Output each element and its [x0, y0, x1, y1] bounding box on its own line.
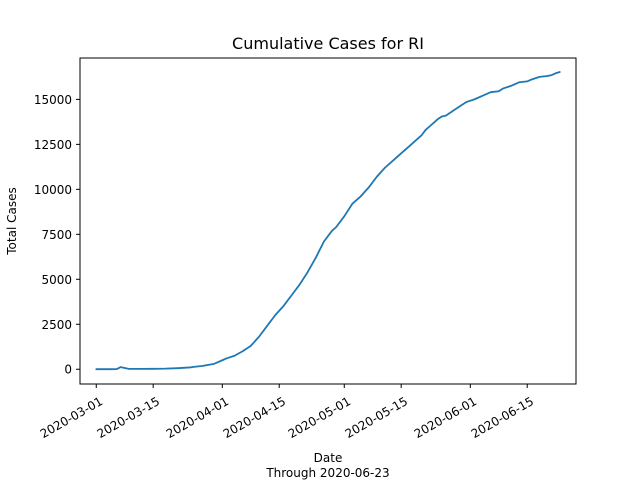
x-axis-label: Date — [314, 451, 343, 465]
y-tick-label: 0 — [64, 363, 72, 377]
y-axis-label: Total Cases — [5, 187, 19, 255]
y-tick-label: 5000 — [41, 273, 72, 287]
y-tick-label: 2500 — [41, 318, 72, 332]
y-tick-label: 12500 — [34, 138, 72, 152]
y-axis-ticks: 0 2500 5000 7500 10000 12500 15000 — [34, 93, 80, 377]
y-tick-label: 10000 — [34, 183, 72, 197]
chart-title: Cumulative Cases for RI — [232, 34, 424, 53]
y-tick-label: 15000 — [34, 93, 72, 107]
axes-frame — [79, 57, 577, 385]
series-line — [95, 71, 561, 371]
y-tick-label: 7500 — [41, 228, 72, 242]
data-series — [95, 71, 561, 371]
x-axis-sublabel: Through 2020-06-23 — [265, 466, 389, 480]
